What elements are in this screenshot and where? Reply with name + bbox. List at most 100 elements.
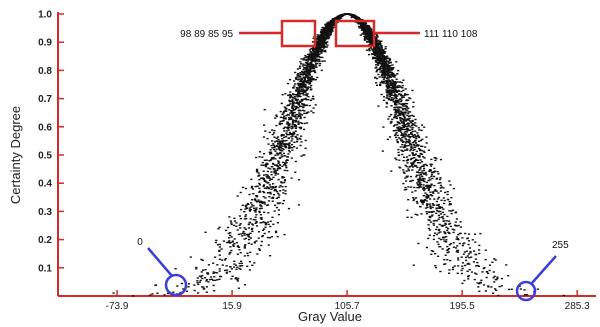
scatter-point — [375, 52, 378, 55]
scatter-point — [407, 141, 410, 144]
scatter-point — [201, 277, 204, 280]
scatter-point — [280, 181, 283, 183]
scatter-point — [378, 76, 381, 78]
scatter-point — [387, 97, 391, 100]
scatter-point — [435, 204, 439, 206]
scatter-point — [307, 70, 310, 72]
scatter-point — [407, 139, 411, 141]
scatter-point — [423, 126, 426, 128]
scatter-point — [466, 255, 469, 257]
scatter-point — [241, 204, 244, 206]
scatter-point — [407, 133, 410, 136]
scatter-point — [437, 229, 440, 232]
scatter-point — [233, 220, 237, 222]
scatter-point — [297, 88, 300, 90]
scatter-point — [437, 232, 440, 234]
scatter-point — [476, 282, 479, 284]
scatter-point — [318, 53, 321, 55]
scatter-point — [410, 216, 413, 219]
scatter-point — [302, 74, 305, 76]
scatter-point — [482, 267, 485, 270]
scatter-point — [279, 116, 282, 118]
scatter-point — [316, 43, 319, 45]
scatter-point — [404, 109, 408, 111]
scatter-point — [291, 123, 294, 125]
scatter-point — [485, 276, 488, 279]
scatter-point — [323, 27, 326, 29]
scatter-point — [445, 226, 448, 228]
scatter-point — [223, 259, 226, 261]
scatter-point — [373, 57, 376, 59]
scatter-point — [416, 132, 419, 134]
scatter-point — [376, 62, 379, 65]
scatter-point — [262, 177, 265, 179]
scatter-point — [406, 209, 409, 211]
scatter-point — [434, 253, 437, 255]
scatter-point — [363, 39, 366, 41]
scatter-point — [455, 218, 458, 220]
scatter-point — [299, 61, 302, 63]
scatter-point — [390, 170, 393, 172]
scatter-point — [371, 42, 374, 44]
scatter-point — [403, 94, 406, 96]
scatter-point — [273, 210, 276, 212]
scatter-point — [393, 114, 397, 116]
scatter-point — [274, 154, 277, 156]
scatter-point — [279, 184, 282, 187]
scatter-point — [374, 50, 377, 53]
scatter-point — [386, 70, 389, 72]
scatter-point — [308, 73, 311, 76]
scatter-point — [449, 259, 452, 262]
scatter-point — [275, 144, 278, 147]
scatter-point — [235, 242, 238, 244]
scatter-point — [297, 82, 300, 85]
scatter-point — [408, 97, 411, 99]
scatter-point — [421, 145, 424, 148]
scatter-point — [312, 79, 315, 81]
scatter-point — [434, 265, 437, 267]
scatter-point — [358, 23, 361, 25]
scatter-point — [236, 266, 239, 268]
scatter-point — [403, 134, 406, 136]
scatter-point — [395, 90, 398, 92]
y-tick-label: 0.9 — [38, 38, 52, 49]
scatter-point — [299, 87, 302, 89]
scatter-point — [357, 25, 361, 28]
scatter-point — [294, 83, 297, 85]
scatter-point — [404, 125, 407, 128]
scatter-point — [425, 136, 428, 138]
scatter-point — [424, 163, 427, 166]
scatter-point — [149, 294, 152, 296]
scatter-point — [457, 259, 460, 261]
scatter-point — [384, 82, 387, 85]
scatter-point — [290, 109, 293, 112]
scatter-point — [378, 59, 381, 62]
scatter-point — [432, 192, 435, 194]
scatter-point — [438, 223, 441, 226]
scatter-point — [303, 112, 306, 115]
scatter-point — [392, 97, 396, 99]
scatter-point — [433, 175, 436, 178]
scatter-point — [308, 53, 311, 55]
scatter-point — [403, 128, 406, 131]
scatter-point — [385, 89, 388, 91]
scatter-point — [311, 68, 314, 70]
scatter-point — [310, 75, 313, 78]
scatter-point — [230, 268, 233, 270]
scatter-point — [306, 72, 310, 75]
scatter-point — [407, 107, 410, 109]
scatter-point — [290, 111, 293, 113]
scatter-point — [321, 32, 324, 34]
scatter-point — [393, 90, 396, 93]
scatter-point — [217, 228, 220, 230]
scatter-point — [322, 34, 325, 36]
scatter-point — [229, 251, 232, 254]
scatter-point — [381, 68, 384, 70]
scatter-point — [322, 46, 325, 48]
scatter-point — [355, 17, 358, 19]
scatter-point — [462, 243, 465, 245]
scatter-point — [310, 84, 313, 87]
scatter-point — [413, 134, 416, 136]
scatter-point — [374, 57, 378, 60]
scatter-point — [378, 61, 381, 63]
